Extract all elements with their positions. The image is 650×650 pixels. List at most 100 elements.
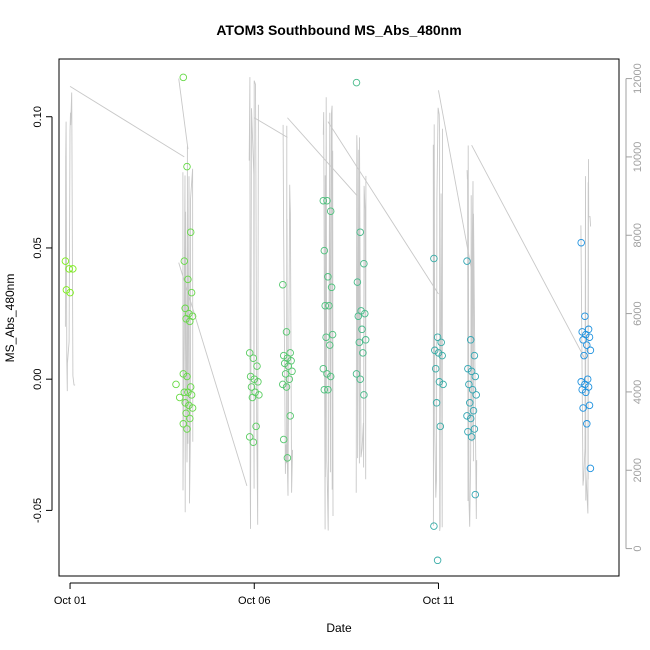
data-point <box>430 254 438 263</box>
data-point <box>439 380 447 389</box>
depth-cast-line <box>580 159 592 514</box>
data-point <box>437 338 445 347</box>
data-point <box>247 383 256 391</box>
data-point <box>249 354 258 362</box>
data-point <box>180 388 189 397</box>
data-point <box>431 364 440 373</box>
right-tick-label: 8000 <box>632 223 644 247</box>
data-point <box>324 385 332 394</box>
data-point <box>583 420 591 428</box>
data-point <box>352 370 361 378</box>
data-point <box>245 349 254 357</box>
depth-cast-line <box>355 135 367 493</box>
data-point <box>585 333 594 341</box>
depth-cast-line <box>432 107 443 532</box>
data-point <box>284 362 293 370</box>
data-point <box>322 333 330 341</box>
data-point <box>579 404 587 412</box>
data-point <box>360 259 368 268</box>
depth-trace-layer <box>64 77 592 532</box>
data-point <box>581 312 589 320</box>
data-point <box>430 522 438 530</box>
data-point <box>187 391 196 399</box>
right-tick-label: 0 <box>632 546 644 552</box>
right-tick-label: 12000 <box>632 63 644 94</box>
x-tick-label: Oct 06 <box>238 595 270 607</box>
data-point <box>319 364 328 373</box>
data-point <box>579 336 587 344</box>
right-tick-label: 4000 <box>632 380 644 404</box>
data-point <box>586 464 595 473</box>
data-point <box>61 257 70 265</box>
data-point <box>469 406 478 415</box>
data-point <box>245 433 254 441</box>
data-point <box>466 414 475 423</box>
data-point <box>433 333 442 341</box>
data-point <box>352 78 361 87</box>
data-point <box>65 265 73 273</box>
data-point <box>69 265 77 273</box>
data-point <box>463 257 471 265</box>
data-point <box>175 393 184 402</box>
data-point <box>188 404 197 412</box>
data-point <box>327 283 336 292</box>
data-point <box>324 273 332 281</box>
data-point <box>282 328 291 336</box>
data-point <box>279 380 287 389</box>
data-point <box>320 385 329 394</box>
data-point <box>361 336 370 344</box>
data-point <box>354 312 363 320</box>
data-point <box>464 364 472 373</box>
data-point <box>186 414 194 423</box>
data-point <box>182 315 190 323</box>
data-point <box>183 162 191 171</box>
data-point <box>466 336 475 344</box>
depth-transit-line <box>471 144 587 361</box>
depth-transit-line <box>178 78 189 150</box>
data-point <box>435 378 444 386</box>
data-point <box>282 383 291 391</box>
data-point <box>580 351 588 360</box>
data-point <box>253 362 261 370</box>
points-layer <box>61 73 595 565</box>
data-point <box>279 280 287 289</box>
data-point <box>361 309 369 318</box>
data-point <box>183 372 191 381</box>
data-point <box>326 372 335 381</box>
data-point <box>184 388 192 397</box>
x-tick-label: Oct 01 <box>54 595 86 607</box>
data-point <box>586 346 595 355</box>
data-point <box>433 556 442 565</box>
data-point <box>359 349 367 357</box>
data-point <box>360 391 368 399</box>
data-point <box>279 435 288 444</box>
data-point <box>471 372 480 381</box>
data-point <box>465 380 473 389</box>
data-point <box>254 378 262 386</box>
data-point <box>438 351 446 360</box>
data-point <box>179 73 188 82</box>
data-point <box>172 380 180 389</box>
data-point <box>248 393 257 402</box>
y-tick-label: -0.05 <box>32 498 44 523</box>
data-point <box>320 246 329 255</box>
data-point <box>255 391 263 399</box>
data-point <box>181 304 189 313</box>
data-point <box>283 454 292 462</box>
data-point <box>582 388 590 397</box>
data-point <box>288 367 296 376</box>
data-point <box>281 370 290 378</box>
data-point <box>471 490 480 499</box>
data-point <box>355 338 364 347</box>
data-point <box>323 196 331 205</box>
right-tick-label: 2000 <box>632 458 644 482</box>
data-point <box>358 325 366 334</box>
data-point <box>328 330 337 339</box>
data-point <box>436 422 445 431</box>
data-point <box>466 399 474 407</box>
y-tick-label: 0.00 <box>32 368 44 389</box>
data-point <box>183 425 191 433</box>
data-point <box>326 207 335 215</box>
data-point <box>187 288 196 297</box>
depth-transit-line <box>254 117 288 138</box>
